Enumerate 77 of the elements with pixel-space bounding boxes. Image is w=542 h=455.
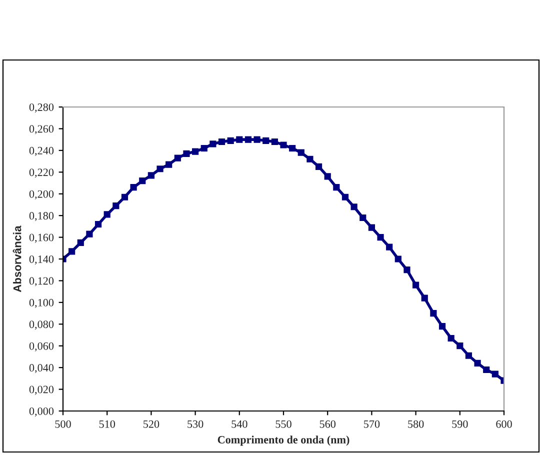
point (200, 144, 208, 152)
point (438, 323, 446, 330)
x-tick-label: 600 (496, 420, 512, 428)
y-tick-label: 0,040 (29, 364, 54, 374)
point (368, 224, 375, 231)
point (448, 334, 454, 342)
point (139, 178, 146, 184)
point (430, 310, 437, 317)
point (483, 366, 490, 374)
y-tick-label: 0,260 (29, 125, 54, 134)
y-tick-label: 0,180 (29, 212, 54, 222)
point (166, 161, 172, 168)
point (244, 136, 252, 143)
y-tick-label: 0,100 (29, 298, 54, 308)
y-tick-label: 0,240 (29, 146, 54, 156)
x-tick-label: 550 (276, 420, 292, 428)
point (298, 149, 304, 156)
point (386, 244, 393, 250)
x-tick-label: 580 (408, 420, 424, 428)
y-tick-label: 0,160 (29, 234, 54, 243)
point (94, 220, 102, 228)
point (474, 360, 481, 367)
x-tick-label: 530 (188, 420, 204, 428)
point (306, 156, 314, 162)
x-tick-label: 560 (320, 420, 336, 428)
y-tick-label: 0,060 (29, 342, 54, 352)
point (333, 184, 340, 191)
point (262, 137, 270, 144)
point (192, 148, 199, 155)
y-tick-label: 0,220 (29, 168, 54, 178)
y-tick-label: 0,140 (29, 255, 54, 265)
point (342, 194, 349, 200)
point (174, 154, 181, 162)
point (148, 172, 154, 179)
point (130, 184, 137, 191)
point (456, 342, 464, 350)
point (412, 282, 420, 288)
point (121, 194, 128, 200)
y-tick-label: 0,020 (29, 386, 54, 395)
point (350, 204, 358, 210)
point (394, 256, 402, 262)
point (254, 136, 260, 143)
x-tick-label: 500 (55, 420, 71, 428)
x-axis-title: Comprimento de onda (nm) (218, 436, 350, 446)
point (377, 234, 384, 241)
x-tick-label: 520 (144, 420, 160, 428)
point (218, 138, 226, 146)
point (360, 214, 366, 222)
y-tick-label: 0,000 (29, 407, 54, 417)
x-tick-label: 540 (232, 420, 248, 428)
y-tick-label: 0,200 (29, 190, 54, 200)
point (404, 266, 410, 274)
point (112, 202, 120, 210)
point (86, 230, 93, 238)
x-tick-label: 570 (364, 420, 380, 428)
point (421, 294, 428, 302)
point (156, 166, 164, 172)
point (280, 142, 287, 148)
y-tick-label: 0,120 (29, 277, 54, 286)
point (183, 150, 190, 157)
point (271, 138, 278, 146)
point (465, 352, 472, 359)
point (324, 173, 331, 180)
point (77, 239, 84, 246)
x-tick-label: 510 (99, 420, 116, 428)
y-tick-label: 0,080 (29, 320, 54, 330)
point (68, 248, 76, 255)
y-axis-title: Absorvância (12, 226, 22, 292)
point (289, 144, 296, 152)
point (492, 370, 498, 378)
point (227, 137, 234, 144)
point (315, 163, 322, 170)
point (236, 136, 243, 143)
point (104, 211, 110, 218)
y-tick-label: 0,280 (29, 103, 54, 113)
x-tick-label: 590 (452, 420, 468, 428)
point (210, 140, 216, 148)
